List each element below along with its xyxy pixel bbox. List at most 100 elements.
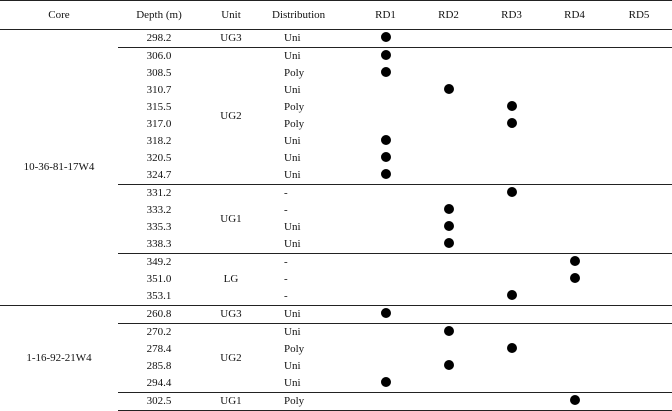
table-row: 278.4 Poly: [0, 341, 672, 358]
depth-cell: 285.8: [146, 360, 172, 372]
rd1-cell: [354, 202, 417, 219]
rd1-cell: [354, 288, 417, 306]
rd3-cell: [480, 341, 543, 358]
filled-dot-icon: [380, 169, 391, 180]
rd3-cell: [480, 253, 543, 271]
filled-dot-icon: [380, 152, 391, 163]
table-row: 310.7 Uni: [0, 82, 672, 99]
distribution-cell: Uni: [262, 47, 354, 65]
rd2-cell: [417, 341, 480, 358]
rd1-cell: [354, 305, 417, 324]
rd1-cell: [354, 82, 417, 99]
rd1-cell: [354, 236, 417, 254]
unit-cell: UG3: [220, 32, 242, 44]
table-row: 320.5 Uni: [0, 150, 672, 167]
rd4-cell: [543, 47, 606, 65]
rd4-cell: [543, 219, 606, 236]
table-row: 338.3 Uni: [0, 236, 672, 254]
header-rd5: RD5: [606, 0, 672, 30]
rd3-cell: [480, 392, 543, 411]
depth-cell: 308.5: [146, 67, 172, 79]
rd1-cell: [354, 150, 417, 167]
rd3-cell: [480, 150, 543, 167]
header-rd3: RD3: [480, 0, 543, 30]
distribution-cell: -: [284, 290, 288, 302]
rd1-cell: [354, 341, 417, 358]
rd2-cell: [417, 82, 480, 99]
table-row: 333.2 -: [0, 202, 672, 219]
rd1-cell: [354, 65, 417, 82]
rd4-cell: [543, 253, 606, 271]
table-row: 285.8 Uni: [0, 358, 672, 375]
distribution-cell: Uni: [262, 323, 354, 341]
rd5-cell: [606, 236, 672, 254]
rd4-cell: [543, 236, 606, 254]
rd3-cell: [480, 358, 543, 375]
filled-dot-icon: [380, 308, 391, 319]
distribution-cell: Uni: [284, 32, 301, 44]
filled-dot-icon: [443, 221, 454, 232]
filled-dot-icon: [380, 32, 391, 43]
rd3-cell: [480, 116, 543, 133]
table-row: 349.2 LG -: [0, 253, 672, 306]
header-distribution: Distribution: [262, 0, 354, 30]
header-rd2: RD2: [417, 0, 480, 30]
rd5-cell: [606, 323, 672, 341]
table-row: 353.1 -: [0, 288, 672, 306]
rd3-cell: [480, 184, 543, 202]
rd5-cell: [606, 82, 672, 99]
rd3-cell: [480, 323, 543, 341]
filled-dot-icon: [380, 135, 391, 146]
depth-cell: 349.2: [118, 253, 200, 271]
rd4-cell: [543, 305, 606, 324]
rd1-cell: [354, 375, 417, 393]
table-row: 331.2 UG1-: [0, 184, 672, 254]
rd4-cell: [543, 82, 606, 99]
rd3-cell: [480, 167, 543, 185]
depth-cell: 260.8: [118, 305, 200, 324]
rd5-cell: [606, 167, 672, 185]
filled-dot-icon: [380, 377, 391, 388]
filled-dot-icon: [443, 238, 454, 249]
rd4-cell: [543, 202, 606, 219]
header-core: Core: [0, 0, 118, 30]
rd4-cell: [543, 167, 606, 185]
rd3-cell: [480, 133, 543, 150]
filled-dot-icon: [380, 50, 391, 61]
distribution-cell: Poly: [284, 343, 305, 355]
table-row: 308.5 Poly: [0, 65, 672, 82]
unit-cell: LG: [200, 253, 262, 306]
rd1-cell: [354, 133, 417, 150]
distribution-cell: Uni: [284, 221, 301, 233]
rd3-cell: [480, 271, 543, 288]
filled-dot-icon: [506, 187, 517, 198]
rd2-cell: [417, 47, 480, 65]
rd1-cell: [354, 167, 417, 185]
table-row: 317.0 Poly: [0, 116, 672, 133]
rd5-cell: [606, 30, 672, 48]
depth-cell: 335.3: [146, 221, 172, 233]
rd2-cell: [417, 167, 480, 185]
depth-cell: 318.2: [146, 135, 172, 147]
rd3-cell: [480, 65, 543, 82]
rd5-cell: [606, 184, 672, 202]
rd2-cell: [417, 253, 480, 271]
rd3-cell: [480, 236, 543, 254]
table-row: 318.2 Uni: [0, 133, 672, 150]
table-body: 10-36-81-17W4 298.2 UG3 Uni 306.0 UG2 Uni 308.5…: [0, 29, 672, 411]
unit-cell: UG3: [200, 305, 262, 324]
rd3-cell: [480, 82, 543, 99]
rd2-cell: [417, 305, 480, 324]
rd5-cell: [606, 65, 672, 82]
distribution-cell: Uni: [284, 135, 301, 147]
distribution-cell: -: [262, 184, 354, 202]
filled-dot-icon: [506, 118, 517, 129]
rd1-cell: [354, 358, 417, 375]
rd4-cell: [543, 150, 606, 167]
distribution-cell: Uni: [262, 305, 354, 324]
rd2-cell: [417, 392, 480, 411]
rd1-cell: [354, 30, 417, 48]
rd1-cell: [354, 323, 417, 341]
rd2-cell: [417, 271, 480, 288]
rd5-cell: [606, 288, 672, 306]
